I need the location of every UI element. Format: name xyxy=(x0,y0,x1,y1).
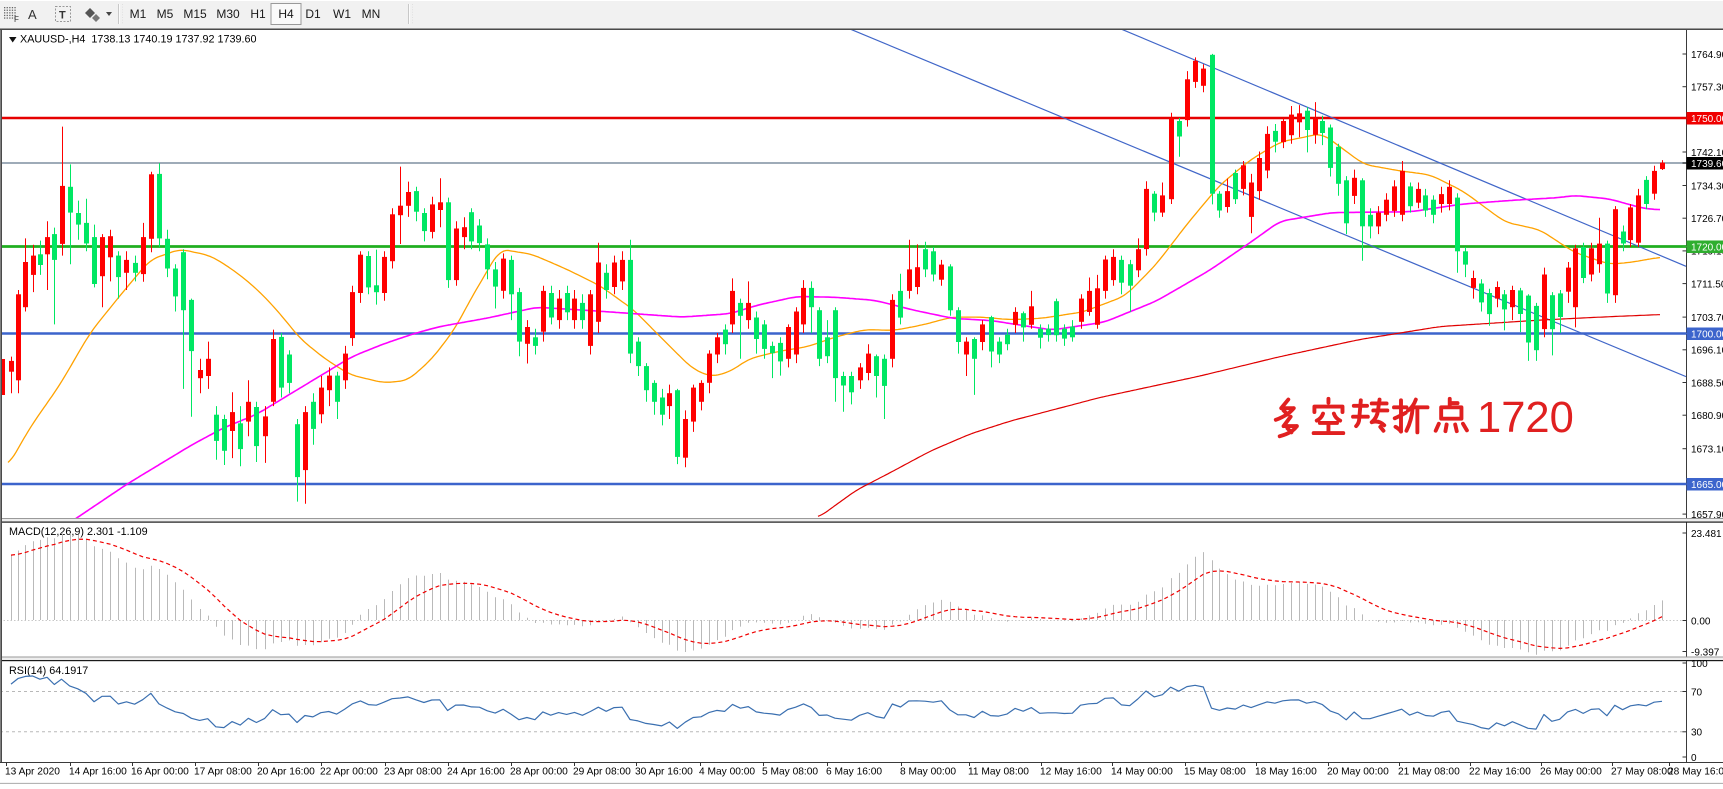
svg-text:1700.00: 1700.00 xyxy=(1691,330,1723,341)
svg-text:14 Apr 16:00: 14 Apr 16:00 xyxy=(69,767,127,778)
svg-text:70: 70 xyxy=(1691,687,1703,698)
svg-text:1657.90: 1657.90 xyxy=(1691,510,1723,521)
svg-text:XAUUSD-,H4 1738.13 1740.19 17: XAUUSD-,H4 1738.13 1740.19 1737.92 1739.… xyxy=(20,34,257,46)
svg-text:14 May 00:00: 14 May 00:00 xyxy=(1111,767,1173,778)
svg-text:T: T xyxy=(59,10,66,22)
svg-text:-9.397: -9.397 xyxy=(1691,647,1720,658)
svg-text:17 Apr 08:00: 17 Apr 08:00 xyxy=(194,767,252,778)
svg-text:20 May 00:00: 20 May 00:00 xyxy=(1327,767,1389,778)
svg-text:1673.10: 1673.10 xyxy=(1691,445,1723,456)
svg-text:1739.60: 1739.60 xyxy=(1691,159,1723,170)
svg-text:20 Apr 16:00: 20 Apr 16:00 xyxy=(257,767,315,778)
svg-text:18 May 16:00: 18 May 16:00 xyxy=(1255,767,1317,778)
svg-text:M1: M1 xyxy=(130,7,147,21)
svg-text:1711.50: 1711.50 xyxy=(1691,279,1723,290)
svg-text:23 Apr 08:00: 23 Apr 08:00 xyxy=(384,767,442,778)
svg-text:1703.70: 1703.70 xyxy=(1691,313,1723,324)
svg-text:A: A xyxy=(28,7,37,22)
svg-text:30: 30 xyxy=(1691,728,1703,739)
svg-text:1680.90: 1680.90 xyxy=(1691,411,1723,422)
svg-text:1750.00: 1750.00 xyxy=(1691,114,1723,125)
svg-text:MN: MN xyxy=(362,7,381,21)
svg-text:13 Apr 2020: 13 Apr 2020 xyxy=(5,767,60,778)
svg-text:1720.00: 1720.00 xyxy=(1691,243,1723,254)
svg-text:1734.30: 1734.30 xyxy=(1691,181,1723,192)
svg-text:1764.90: 1764.90 xyxy=(1691,50,1723,61)
svg-text:22 Apr 00:00: 22 Apr 00:00 xyxy=(320,767,378,778)
svg-text:11 May 08:00: 11 May 08:00 xyxy=(968,767,1029,778)
svg-text:6 May 16:00: 6 May 16:00 xyxy=(826,767,882,778)
svg-text:D1: D1 xyxy=(305,7,321,21)
svg-text:21 May 08:00: 21 May 08:00 xyxy=(1398,767,1460,778)
svg-text:29 Apr 08:00: 29 Apr 08:00 xyxy=(573,767,631,778)
svg-text:16 Apr 00:00: 16 Apr 00:00 xyxy=(131,767,189,778)
svg-text:RSI(14) 64.1917: RSI(14) 64.1917 xyxy=(9,665,88,677)
svg-text:1720: 1720 xyxy=(1477,394,1574,442)
svg-text:24 Apr 16:00: 24 Apr 16:00 xyxy=(447,767,505,778)
svg-text:1665.00: 1665.00 xyxy=(1691,480,1723,491)
svg-text:H4: H4 xyxy=(278,7,294,21)
svg-text:27 May 08:00: 27 May 08:00 xyxy=(1611,767,1673,778)
svg-text:1688.50: 1688.50 xyxy=(1691,378,1723,389)
svg-text:28 Apr 00:00: 28 Apr 00:00 xyxy=(510,767,568,778)
svg-text:100: 100 xyxy=(1691,659,1708,670)
svg-text:0.00: 0.00 xyxy=(1691,616,1711,627)
svg-text:12 May 16:00: 12 May 16:00 xyxy=(1040,767,1102,778)
svg-text:M30: M30 xyxy=(216,7,240,21)
svg-text:M5: M5 xyxy=(157,7,174,21)
svg-text:1757.30: 1757.30 xyxy=(1691,83,1723,94)
svg-text:28 May 16:00: 28 May 16:00 xyxy=(1668,767,1723,778)
svg-text:22 May 16:00: 22 May 16:00 xyxy=(1469,767,1531,778)
svg-text:0: 0 xyxy=(1691,753,1697,764)
svg-text:W1: W1 xyxy=(333,7,351,21)
svg-text:4 May 00:00: 4 May 00:00 xyxy=(699,767,755,778)
svg-text:F: F xyxy=(14,15,19,24)
svg-text:30 Apr 16:00: 30 Apr 16:00 xyxy=(635,767,693,778)
svg-text:26 May 00:00: 26 May 00:00 xyxy=(1540,767,1602,778)
svg-text:8 May 00:00: 8 May 00:00 xyxy=(900,767,956,778)
svg-text:1696.10: 1696.10 xyxy=(1691,346,1723,357)
svg-text:M15: M15 xyxy=(183,7,207,21)
svg-text:1726.70: 1726.70 xyxy=(1691,214,1723,225)
svg-text:15 May 08:00: 15 May 08:00 xyxy=(1184,767,1246,778)
svg-text:H1: H1 xyxy=(250,7,266,21)
svg-text:23.481: 23.481 xyxy=(1691,529,1722,540)
svg-text:5 May 08:00: 5 May 08:00 xyxy=(762,767,818,778)
